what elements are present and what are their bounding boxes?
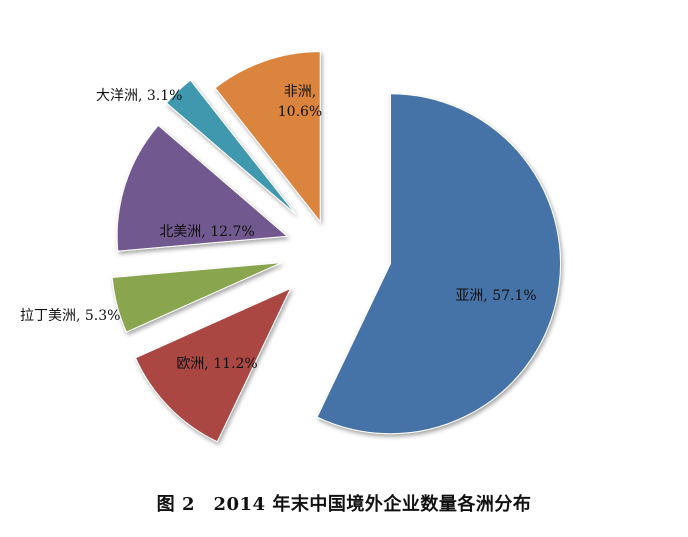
pie-slice-africa — [214, 51, 321, 224]
data-label-oceania: 大洋洲, 3.1% — [96, 88, 182, 104]
data-label-asia: 亚洲, 57.1% — [455, 288, 536, 304]
pie-chart: 亚洲, 57.1% 欧洲, 11.2% 拉丁美洲, 5.3% 北美洲, 12.7% 大洋… — [20, 51, 561, 443]
data-label-latin-america: 拉丁美洲, 5.3% — [20, 308, 120, 324]
data-label-africa: 非洲, 10.6% — [278, 84, 322, 120]
pie-slice-asia — [316, 93, 561, 435]
pie-slice-north-america — [116, 124, 289, 252]
figure-caption: 图 2 2014 年末中国境外企业数量各洲分布 — [156, 494, 532, 515]
data-label-europe: 欧洲, 11.2% — [176, 356, 257, 372]
pie-slice-oceania — [165, 79, 296, 215]
pie-slice-latin-america — [111, 262, 282, 333]
pie-slice-europe — [134, 287, 292, 443]
data-label-north-america: 北美洲, 12.7% — [159, 224, 254, 240]
